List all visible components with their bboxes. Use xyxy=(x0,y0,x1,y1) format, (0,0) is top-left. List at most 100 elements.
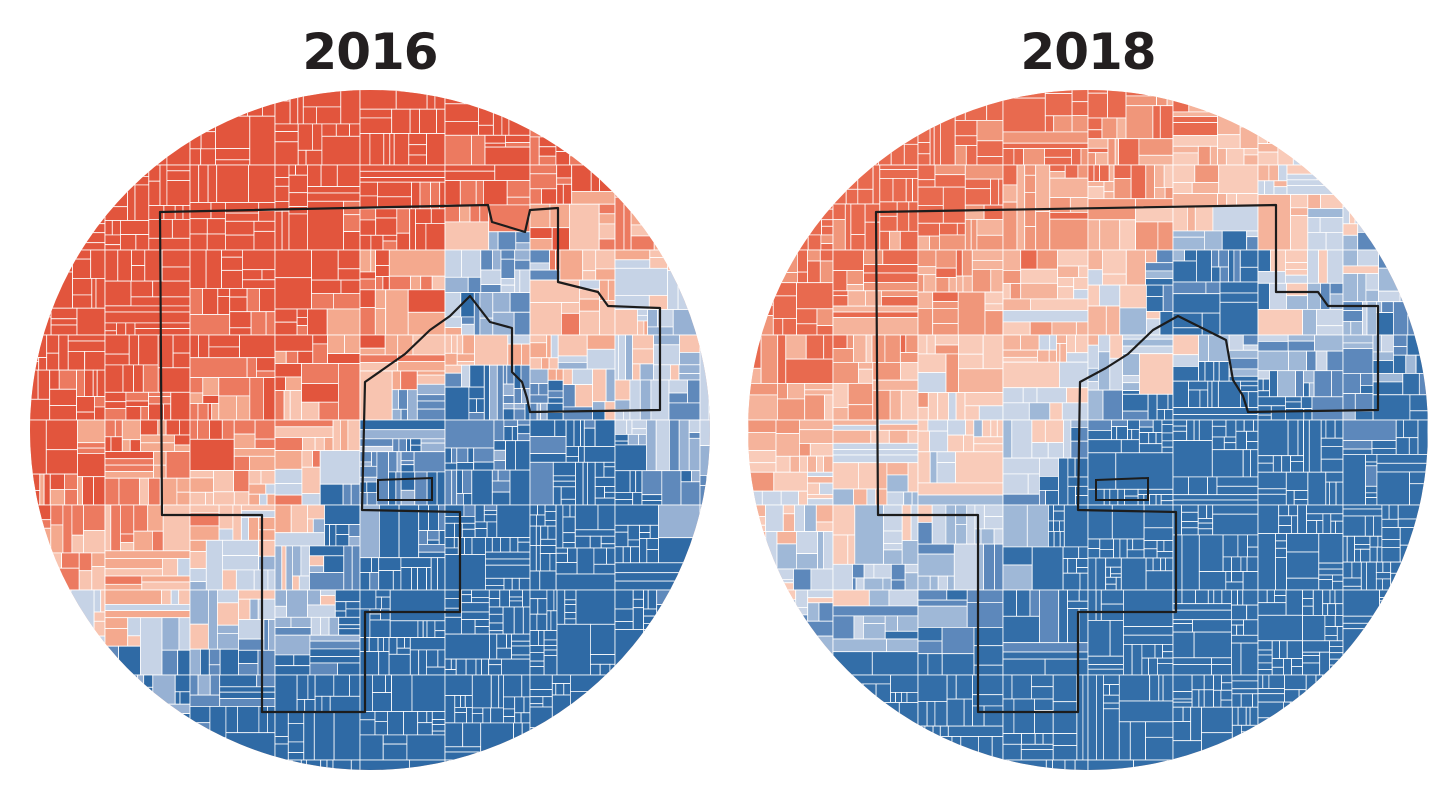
precinct xyxy=(1257,654,1273,664)
precinct xyxy=(30,369,39,400)
precinct xyxy=(1194,164,1219,184)
precinct xyxy=(1375,561,1384,573)
precinct xyxy=(246,100,263,117)
precinct xyxy=(1342,749,1372,761)
precinct xyxy=(117,249,132,282)
precinct xyxy=(562,542,576,549)
precinct xyxy=(686,645,701,676)
precinct xyxy=(1198,534,1224,573)
precinct xyxy=(77,419,106,444)
precinct xyxy=(104,92,116,111)
precinct xyxy=(500,249,516,260)
precinct xyxy=(500,284,516,294)
precinct xyxy=(550,610,558,631)
precinct xyxy=(471,469,493,506)
precinct xyxy=(1400,647,1416,668)
precinct xyxy=(936,451,956,463)
precinct xyxy=(1222,534,1239,558)
precinct xyxy=(1285,471,1309,491)
precinct xyxy=(189,115,216,127)
precinct xyxy=(630,235,655,251)
precinct xyxy=(1057,249,1089,267)
precinct xyxy=(1312,589,1324,616)
precinct xyxy=(764,164,797,200)
precinct xyxy=(964,392,1004,407)
precinct xyxy=(35,711,51,723)
precinct xyxy=(371,451,378,467)
precinct xyxy=(1257,533,1276,591)
precinct xyxy=(567,547,578,563)
precinct xyxy=(1047,520,1055,532)
precinct xyxy=(503,577,513,591)
precinct xyxy=(1446,532,1455,547)
precinct xyxy=(818,602,834,622)
precinct xyxy=(804,394,825,421)
precinct xyxy=(917,291,934,309)
precinct xyxy=(1302,308,1317,336)
precinct xyxy=(444,554,486,591)
precinct xyxy=(78,552,93,572)
precinct xyxy=(1087,284,1100,307)
precinct xyxy=(419,108,438,134)
precinct xyxy=(224,234,255,251)
precinct xyxy=(659,728,680,748)
precinct xyxy=(748,184,754,200)
precinct xyxy=(782,513,796,532)
precinct xyxy=(1326,350,1344,372)
precinct xyxy=(935,267,957,278)
precinct xyxy=(900,361,919,381)
precinct xyxy=(1380,334,1394,353)
precinct xyxy=(171,218,191,239)
precinct xyxy=(1059,531,1065,548)
precinct xyxy=(67,164,84,186)
precinct xyxy=(1369,94,1380,118)
precinct xyxy=(1442,321,1456,330)
precinct xyxy=(420,438,446,444)
precinct xyxy=(30,674,55,713)
precinct xyxy=(1262,378,1270,392)
precinct xyxy=(816,455,824,473)
precinct xyxy=(1342,334,1374,344)
precinct xyxy=(1275,750,1297,761)
precinct xyxy=(1075,321,1089,336)
precinct xyxy=(511,645,531,656)
precinct xyxy=(977,736,993,761)
precinct xyxy=(148,391,172,397)
precinct xyxy=(333,787,360,805)
precinct xyxy=(1427,589,1428,610)
precinct xyxy=(581,778,599,799)
precinct xyxy=(1127,428,1133,441)
precinct xyxy=(1385,687,1411,705)
precinct xyxy=(1354,548,1361,563)
precinct xyxy=(748,221,759,251)
precinct xyxy=(216,602,239,626)
precinct xyxy=(492,292,511,313)
precinct xyxy=(521,674,531,698)
precinct xyxy=(774,249,798,274)
precinct xyxy=(832,638,887,653)
precinct xyxy=(643,320,649,336)
precinct xyxy=(207,403,213,421)
precinct xyxy=(946,698,965,727)
precinct xyxy=(934,174,966,188)
precinct xyxy=(1102,784,1133,805)
precinct xyxy=(1365,273,1380,291)
precinct xyxy=(917,222,940,237)
precinct xyxy=(409,790,445,805)
precinct xyxy=(502,606,515,635)
precinct xyxy=(327,353,361,364)
precinct xyxy=(632,363,641,381)
precinct xyxy=(775,620,783,658)
precinct xyxy=(539,553,551,572)
precinct xyxy=(1449,124,1456,133)
precinct xyxy=(1271,640,1280,659)
precinct xyxy=(538,136,557,148)
precinct xyxy=(807,727,834,743)
precinct xyxy=(297,149,307,166)
precinct xyxy=(1053,115,1073,133)
precinct xyxy=(675,240,701,251)
precinct xyxy=(238,649,259,664)
precinct xyxy=(1369,546,1378,563)
precinct xyxy=(803,784,814,805)
precinct xyxy=(720,80,728,93)
